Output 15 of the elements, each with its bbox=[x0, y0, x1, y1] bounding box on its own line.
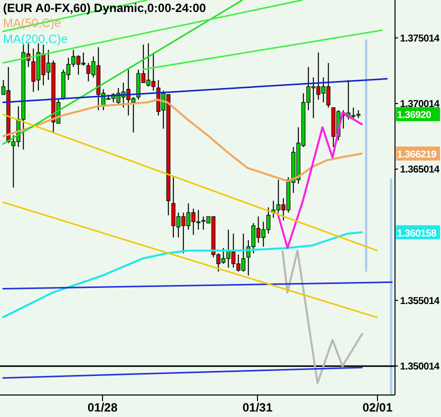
text: 1.366219 bbox=[397, 150, 438, 161]
line-series bbox=[282, 250, 364, 384]
y-tick-label: 1.375014 bbox=[400, 33, 440, 44]
y-tick-label: 1.350014 bbox=[400, 361, 440, 372]
y-tick-label: 1.355014 bbox=[400, 296, 440, 307]
line-series bbox=[2, 231, 364, 319]
line-series bbox=[2, 98, 364, 182]
x-tick-label: 01/31 bbox=[242, 400, 273, 415]
line-series bbox=[276, 112, 364, 250]
text: 1.36920 bbox=[397, 110, 432, 122]
x-tick-label: 02/01 bbox=[362, 400, 393, 415]
text: MA(200,C)e bbox=[3, 31, 68, 47]
text: 1.360158 bbox=[397, 228, 438, 240]
x-tick-label: 01/28 bbox=[87, 400, 118, 415]
y-tick-label: 1.365014 bbox=[400, 164, 440, 176]
